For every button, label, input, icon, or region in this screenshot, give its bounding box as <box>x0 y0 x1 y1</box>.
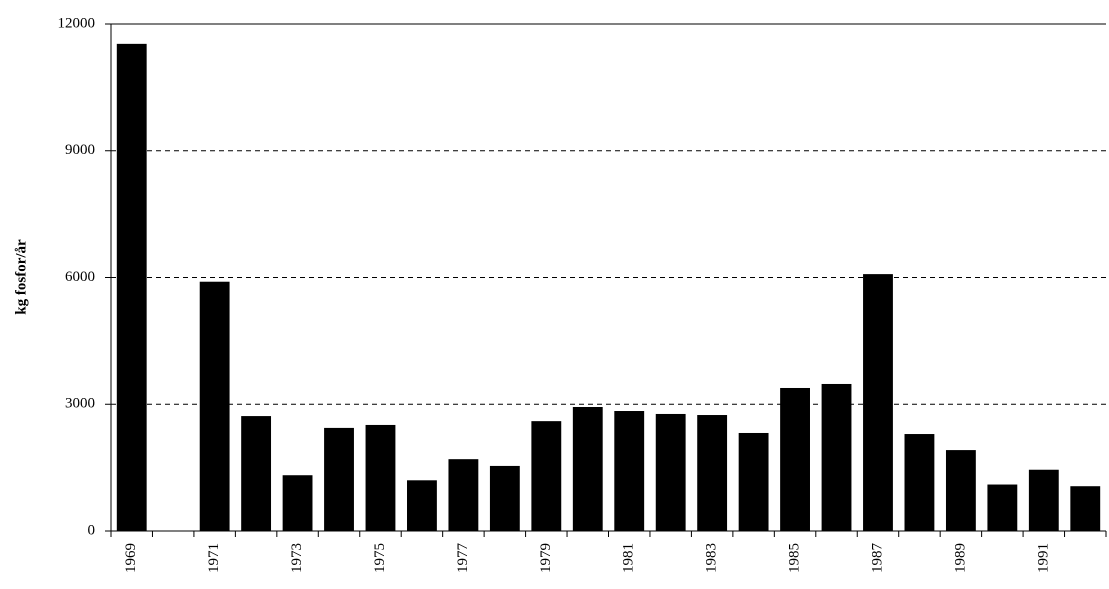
y-tick-label: 6000 <box>65 269 95 285</box>
x-tick-label: 1977 <box>455 543 471 574</box>
bar <box>365 424 396 531</box>
bar <box>489 465 520 531</box>
bar <box>407 480 437 531</box>
bar <box>324 427 354 531</box>
bar <box>863 274 893 531</box>
bar <box>531 421 562 531</box>
x-tick-label: 1987 <box>869 543 885 574</box>
x-tick-label: 1969 <box>123 543 139 573</box>
bar <box>1070 486 1101 531</box>
bar <box>655 413 686 531</box>
bar <box>282 475 313 531</box>
bar <box>1028 469 1059 531</box>
bar <box>738 432 769 531</box>
bar <box>697 415 728 531</box>
bar <box>987 484 1018 531</box>
bar <box>572 406 603 531</box>
bar <box>199 281 230 531</box>
bar <box>116 43 147 532</box>
bar <box>904 434 935 531</box>
x-tick-label: 1981 <box>621 543 637 573</box>
bar <box>614 411 645 531</box>
y-tick-label: 12000 <box>58 15 96 31</box>
x-tick-label: 1983 <box>704 543 720 573</box>
bar <box>241 416 272 531</box>
y-axis-label: kg fosfor/år <box>13 239 29 315</box>
bar <box>821 383 852 531</box>
x-tick-label: 1989 <box>952 543 968 573</box>
x-tick-label: 1985 <box>787 543 803 573</box>
x-tick-label: 1991 <box>1035 543 1051 573</box>
bar <box>945 450 976 531</box>
x-tick-label: 1975 <box>372 543 388 573</box>
bar <box>780 387 810 531</box>
bar <box>448 459 479 531</box>
y-tick-label: 3000 <box>65 396 95 412</box>
y-tick-label: 0 <box>88 522 96 538</box>
x-tick-label: 1971 <box>206 543 222 573</box>
x-tick-label: 1979 <box>538 543 554 573</box>
y-tick-label: 9000 <box>65 142 95 158</box>
x-tick-label: 1973 <box>289 543 305 573</box>
